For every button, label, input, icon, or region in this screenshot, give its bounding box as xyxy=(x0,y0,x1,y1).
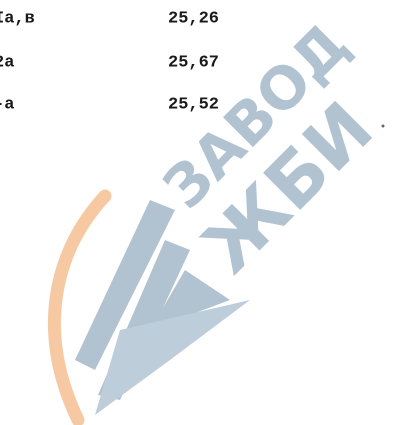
row-label: -а xyxy=(0,95,14,114)
watermark-logo: ЗАВОД ЖБИ xyxy=(47,10,389,425)
table: Ia,в 25,26 2а 25,67 -а 25,52 xyxy=(0,9,219,114)
speck xyxy=(381,124,385,128)
logo-shape xyxy=(95,300,250,415)
logo-shape xyxy=(75,200,175,370)
logo-arc xyxy=(47,189,112,425)
row-label: Ia,в xyxy=(0,9,35,28)
row-value: 25,67 xyxy=(168,53,219,72)
row-value: 25,52 xyxy=(168,95,219,114)
logo-shape xyxy=(150,270,230,330)
row-value: 25,26 xyxy=(168,9,219,28)
row-label: 2а xyxy=(0,53,14,72)
